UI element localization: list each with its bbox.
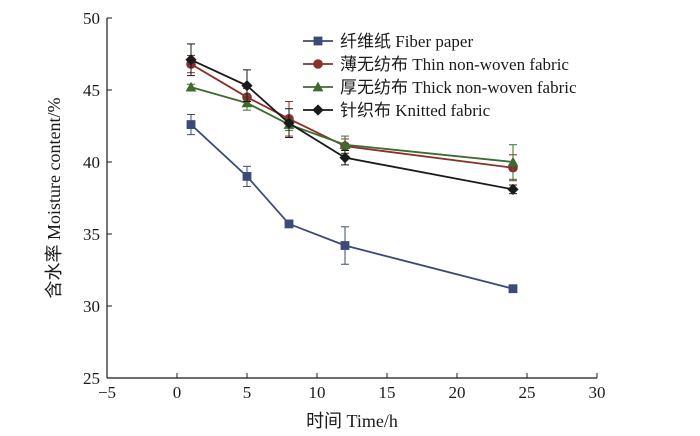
data-point bbox=[339, 139, 351, 150]
y-tick-label: 40 bbox=[83, 153, 100, 172]
x-tick-label: 25 bbox=[519, 383, 536, 402]
legend-entry: 纤维纸 Fiber paper bbox=[303, 32, 473, 51]
y-tick-label: 30 bbox=[83, 297, 100, 316]
data-point bbox=[283, 117, 295, 129]
data-point bbox=[241, 97, 253, 108]
axes bbox=[106, 18, 597, 379]
series-line bbox=[190, 86, 514, 163]
legend: 纤维纸 Fiber paper 薄无纺布 Thin non-woven fabri… bbox=[303, 32, 577, 120]
x-tick-label: −5 bbox=[98, 383, 116, 402]
data-point bbox=[339, 152, 351, 164]
x-tick-label: 15 bbox=[379, 383, 396, 402]
data-point bbox=[507, 183, 519, 195]
legend-entry: 薄无纺布 Thin non-woven fabric bbox=[303, 55, 569, 74]
x-axis-title: 时间 Time/h bbox=[306, 411, 398, 431]
data-point bbox=[340, 241, 350, 250]
legend-marker bbox=[312, 81, 324, 92]
x-tick-label: 5 bbox=[243, 383, 252, 402]
series-square bbox=[186, 113, 518, 294]
legend-entry: 厚无纺布 Thick non-woven fabric bbox=[303, 78, 577, 97]
legend-marker bbox=[313, 59, 323, 69]
legend-label: 厚无纺布 Thick non-woven fabric bbox=[340, 78, 577, 97]
series-diamond bbox=[185, 43, 519, 195]
data-point bbox=[241, 80, 253, 92]
y-tick-label: 35 bbox=[83, 225, 100, 244]
legend-marker bbox=[313, 36, 323, 46]
legend-label: 纤维纸 Fiber paper bbox=[340, 32, 473, 51]
legend-label: 针织布 Knitted fabric bbox=[340, 101, 491, 120]
y-tick-label: 25 bbox=[83, 369, 100, 388]
legend-entry: 针织布 Knitted fabric bbox=[303, 101, 491, 120]
x-tick-label: 10 bbox=[309, 383, 326, 402]
x-tick-label: 0 bbox=[173, 383, 182, 402]
data-point bbox=[185, 81, 197, 92]
ticks: −5 0 5 10 15 20 25 30 25 30 35 40 45 50 bbox=[83, 9, 606, 402]
data-point bbox=[185, 54, 197, 66]
data-point bbox=[242, 172, 252, 181]
series-line bbox=[190, 123, 514, 290]
data-point bbox=[507, 156, 519, 167]
data-point bbox=[284, 219, 294, 229]
y-axis-title: 含水率 Moisture content/% bbox=[44, 98, 64, 299]
series-group bbox=[185, 43, 519, 294]
legend-marker bbox=[312, 104, 324, 116]
legend-label: 薄无纺布 Thin non-woven fabric bbox=[340, 55, 569, 74]
data-point bbox=[186, 120, 196, 129]
y-tick-label: 45 bbox=[83, 81, 100, 100]
x-tick-label: 30 bbox=[589, 383, 606, 402]
y-tick-label: 50 bbox=[83, 9, 100, 28]
data-point bbox=[508, 284, 518, 294]
x-tick-label: 20 bbox=[449, 383, 466, 402]
